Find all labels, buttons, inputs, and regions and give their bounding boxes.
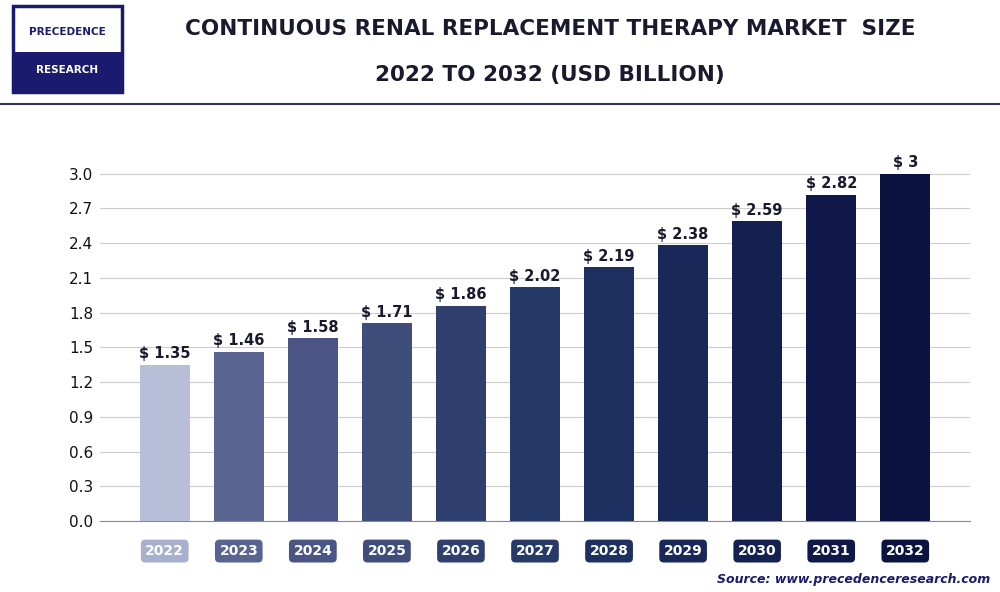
Text: 2022 TO 2032 (USD BILLION): 2022 TO 2032 (USD BILLION) (375, 65, 725, 85)
Bar (658, 246, 708, 521)
Bar (510, 287, 560, 521)
Text: $ 2.82: $ 2.82 (806, 176, 857, 191)
Bar (880, 173, 930, 521)
Text: 2031: 2031 (812, 544, 851, 558)
Bar (806, 195, 856, 521)
Bar (732, 221, 782, 521)
Text: $ 1.46: $ 1.46 (213, 333, 264, 349)
Bar (362, 323, 412, 521)
Text: $ 2.59: $ 2.59 (731, 202, 783, 218)
FancyBboxPatch shape (13, 52, 122, 92)
Text: $ 3: $ 3 (893, 155, 918, 170)
Text: $ 2.38: $ 2.38 (657, 227, 709, 242)
Text: RESEARCH: RESEARCH (36, 65, 99, 75)
Bar (436, 305, 486, 521)
Text: 2026: 2026 (442, 544, 480, 558)
Text: 2022: 2022 (145, 544, 184, 558)
Text: 2027: 2027 (516, 544, 554, 558)
Text: $ 2.02: $ 2.02 (509, 269, 561, 284)
Text: 2024: 2024 (293, 544, 332, 558)
Text: $ 1.71: $ 1.71 (361, 304, 413, 320)
Text: $ 1.35: $ 1.35 (139, 346, 190, 361)
Text: $ 1.86: $ 1.86 (435, 287, 487, 302)
Text: PRECEDENCE: PRECEDENCE (29, 27, 106, 37)
Bar (288, 338, 338, 521)
Text: 2032: 2032 (886, 544, 925, 558)
FancyBboxPatch shape (13, 6, 122, 92)
Bar (584, 268, 634, 521)
Text: 2028: 2028 (590, 544, 628, 558)
Text: 2025: 2025 (367, 544, 406, 558)
Bar (140, 365, 190, 521)
Text: $ 1.58: $ 1.58 (287, 320, 339, 334)
Text: $ 2.19: $ 2.19 (583, 249, 635, 264)
Text: 2023: 2023 (219, 544, 258, 558)
Text: 2030: 2030 (738, 544, 776, 558)
Text: Source: www.precedenceresearch.com: Source: www.precedenceresearch.com (717, 573, 990, 586)
Bar (214, 352, 264, 521)
Text: CONTINUOUS RENAL REPLACEMENT THERAPY MARKET  SIZE: CONTINUOUS RENAL REPLACEMENT THERAPY MAR… (185, 19, 915, 39)
Text: 2029: 2029 (664, 544, 702, 558)
